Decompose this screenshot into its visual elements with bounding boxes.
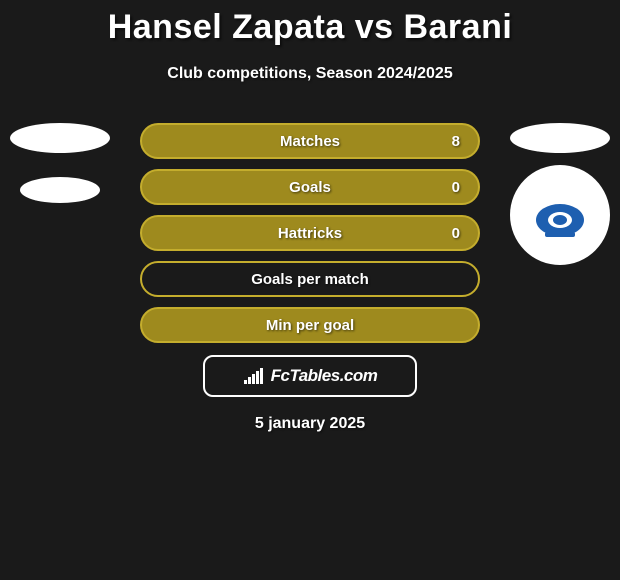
stat-value-right: 0 xyxy=(452,179,460,196)
player-left-column xyxy=(10,123,110,203)
stat-row: Goals 0 xyxy=(140,169,480,205)
stat-label: Matches xyxy=(280,133,340,150)
stat-label: Goals xyxy=(289,179,331,196)
player-right-club-badge xyxy=(510,165,610,265)
stat-value-right: 8 xyxy=(452,133,460,150)
comparison-content: Matches 8 Goals 0 Hattricks 0 Goals per … xyxy=(0,123,620,433)
stat-row: Hattricks 0 xyxy=(140,215,480,251)
page-title: Hansel Zapata vs Barani xyxy=(0,0,620,47)
date-text: 5 january 2025 xyxy=(0,415,620,433)
branding-text: FcTables.com xyxy=(271,366,378,386)
player-right-column xyxy=(510,123,610,265)
bar-chart-icon xyxy=(243,367,265,385)
stat-row: Matches 8 xyxy=(140,123,480,159)
stat-label: Goals per match xyxy=(251,271,369,288)
branding-box[interactable]: FcTables.com xyxy=(203,355,417,397)
stat-row: Goals per match xyxy=(140,261,480,297)
stat-value-right: 0 xyxy=(452,225,460,242)
player-left-avatar-placeholder xyxy=(10,123,110,153)
subtitle: Club competitions, Season 2024/2025 xyxy=(0,65,620,83)
club-crest-icon xyxy=(525,190,595,240)
stat-label: Min per goal xyxy=(266,317,354,334)
stats-table: Matches 8 Goals 0 Hattricks 0 Goals per … xyxy=(140,123,480,343)
player-left-club-placeholder xyxy=(20,177,100,203)
stat-label: Hattricks xyxy=(278,225,342,242)
player-right-avatar-placeholder xyxy=(510,123,610,153)
stat-row: Min per goal xyxy=(140,307,480,343)
